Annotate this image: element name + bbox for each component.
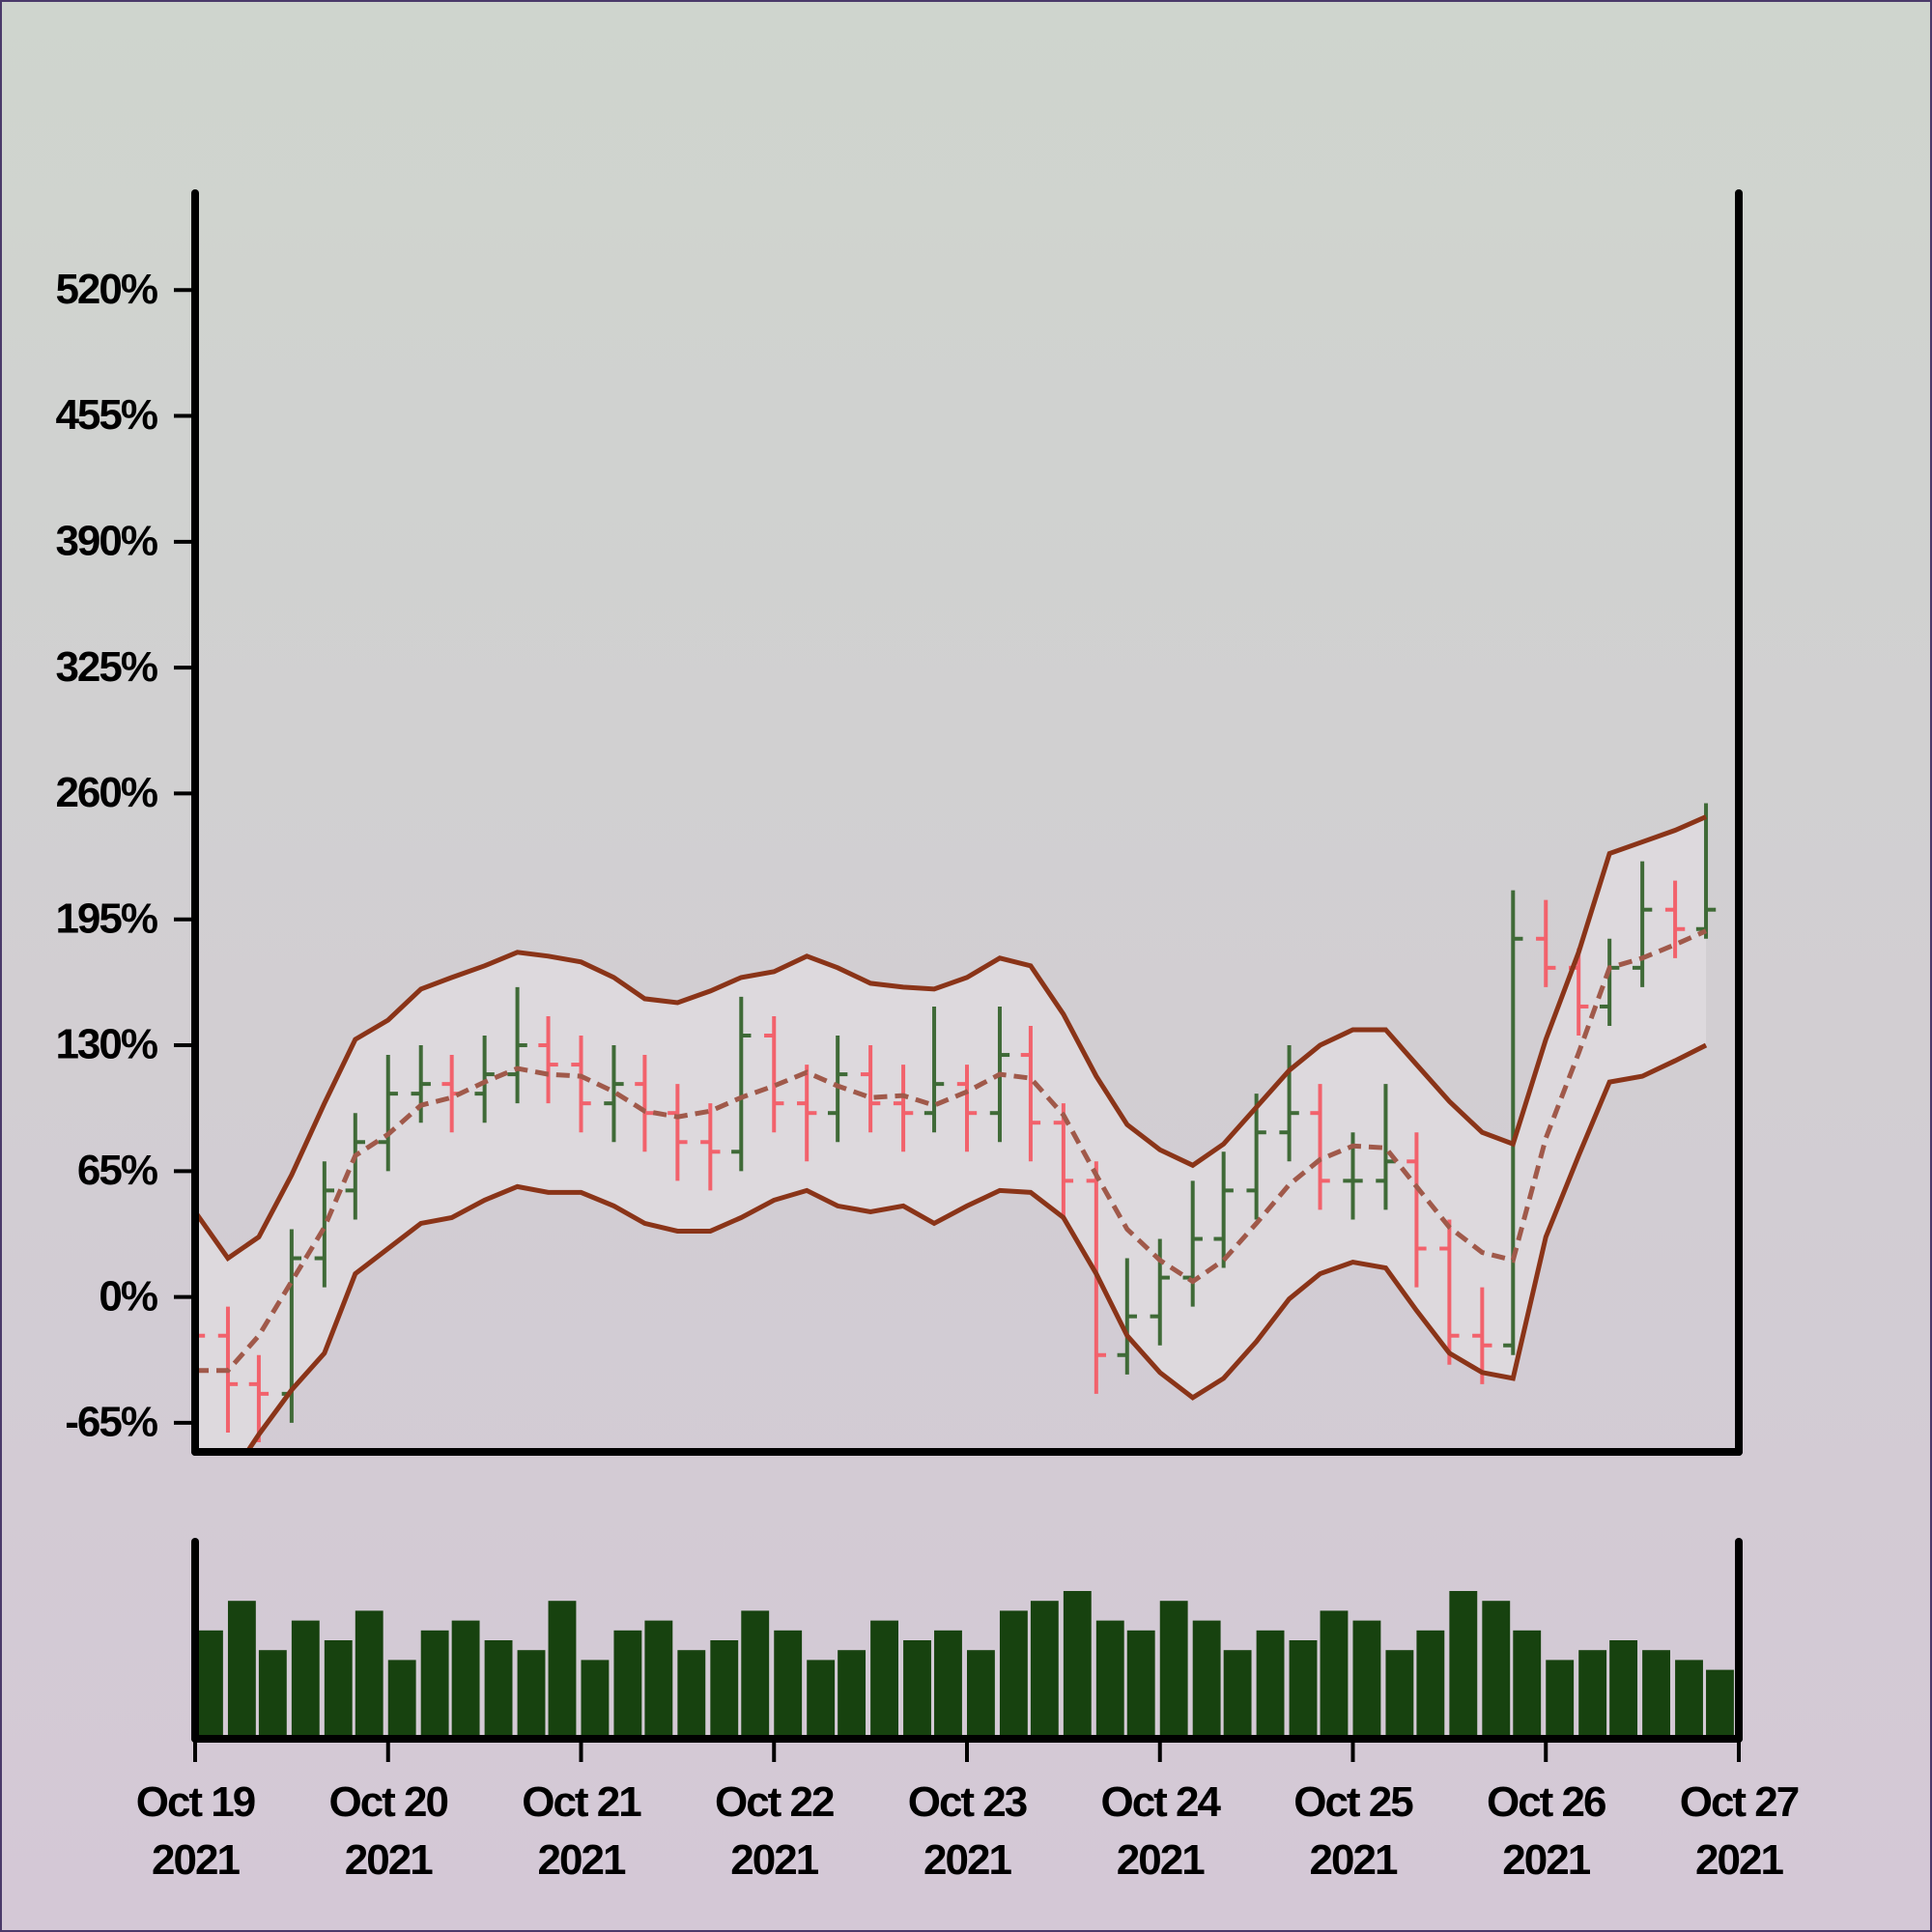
volume-bar: [1126, 1630, 1155, 1739]
volume-bar: [677, 1650, 706, 1739]
volume-bar: [195, 1630, 223, 1739]
x-tick-label: Oct 20 2021: [328, 1778, 449, 1884]
volume-bar: [838, 1650, 867, 1739]
volume-bar: [1513, 1630, 1542, 1739]
y-tick-label: 195%: [55, 895, 156, 942]
volume-bar: [999, 1610, 1028, 1739]
volume-bar: [710, 1640, 739, 1739]
volume-bar: [1352, 1620, 1381, 1739]
volume-bar: [355, 1610, 384, 1739]
y-tick-label: 260%: [55, 769, 156, 816]
volume-bar: [1385, 1650, 1414, 1739]
volume-bar: [581, 1660, 610, 1739]
y-tick-label: 520%: [55, 266, 156, 313]
band-lower: [243, 1042, 1708, 1452]
volume-bar: [870, 1620, 898, 1739]
volume-bar: [1642, 1650, 1670, 1739]
y-tick-label: 0%: [99, 1272, 156, 1320]
volume-bar: [934, 1630, 962, 1739]
volume-bar: [1192, 1620, 1221, 1739]
y-tick-label: 325%: [55, 643, 156, 691]
y-tick-label: 130%: [55, 1021, 156, 1068]
volume-bar: [1223, 1650, 1252, 1739]
x-tick-label: Oct 22 2021: [714, 1778, 836, 1884]
volume-bar: [1706, 1669, 1734, 1739]
volume-bar: [1578, 1650, 1607, 1739]
volume-bar: [387, 1660, 416, 1739]
volume-bar: [517, 1650, 546, 1739]
volume-bar: [1289, 1640, 1318, 1739]
volume-bar: [258, 1650, 287, 1739]
volume-bar: [1063, 1591, 1092, 1739]
y-tick-label: 65%: [77, 1147, 157, 1194]
volume-bar: [774, 1630, 803, 1739]
volume-bar: [1320, 1610, 1349, 1739]
volume-bar: [644, 1620, 673, 1739]
volume-bar: [548, 1601, 577, 1739]
volume-bar: [1416, 1630, 1445, 1739]
volume-bar: [1609, 1640, 1638, 1739]
band-upper: [195, 814, 1708, 1263]
band-middle: [195, 928, 1708, 1374]
x-tick-label: Oct 25 2021: [1293, 1778, 1414, 1884]
x-tick-label: Oct 23 2021: [907, 1778, 1029, 1884]
volume-bar: [1256, 1630, 1285, 1739]
x-tick-label: Oct 19 2021: [135, 1778, 257, 1884]
volume-bar: [451, 1620, 480, 1739]
volume-bar: [1675, 1660, 1703, 1739]
x-tick-label: Oct 24 2021: [1100, 1778, 1221, 1884]
volume-bar: [291, 1620, 320, 1739]
y-tick-label: -65%: [65, 1399, 157, 1446]
volume-bar: [1546, 1660, 1575, 1739]
y-tick-label: 390%: [55, 517, 156, 564]
volume-bar: [1030, 1601, 1059, 1739]
volume-bar: [1159, 1601, 1188, 1739]
x-tick-label: Oct 26 2021: [1486, 1778, 1607, 1884]
band-area: [195, 816, 1707, 1452]
volume-bar: [1449, 1591, 1478, 1739]
volume-bar: [903, 1640, 931, 1739]
volume-bar: [613, 1630, 642, 1739]
y-tick-label: 455%: [55, 391, 156, 439]
volume-bar: [420, 1630, 449, 1739]
x-tick-label: Oct 27 2021: [1679, 1778, 1801, 1884]
volume-bar: [741, 1610, 770, 1739]
volume-bar: [484, 1640, 513, 1739]
volume-bar: [227, 1601, 256, 1739]
volume-bar: [1095, 1620, 1124, 1739]
volume-bar: [967, 1650, 995, 1739]
volume-bar: [324, 1640, 353, 1739]
x-tick-label: Oct 21 2021: [522, 1778, 642, 1884]
volume-bar: [807, 1660, 836, 1739]
volume-bar: [1482, 1601, 1511, 1739]
